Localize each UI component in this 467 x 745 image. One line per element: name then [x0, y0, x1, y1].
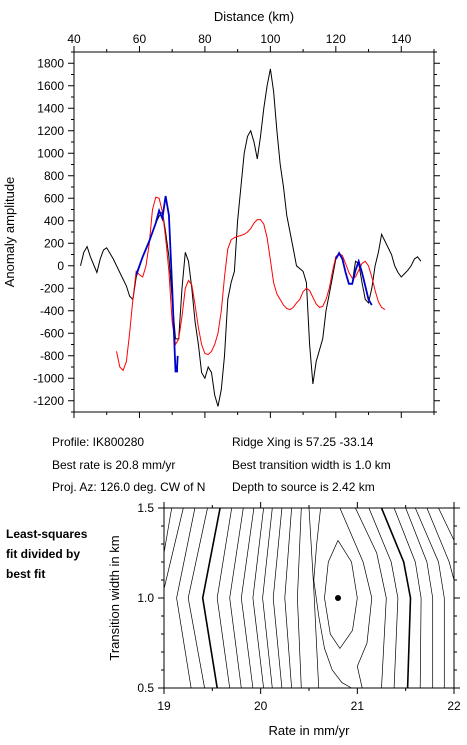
contour-line: [313, 507, 352, 689]
contour-line: [252, 507, 264, 689]
y-tick-label: 800: [44, 169, 64, 183]
contour-line: [229, 507, 244, 689]
y-tick-label: 200: [44, 236, 64, 250]
contour-line: [201, 507, 221, 689]
y-tick-label: 1800: [37, 56, 64, 70]
contour-chart-tick-labels: 19 20 21 22 0.5 1.0 1.5: [137, 501, 461, 713]
contour-x-tick-label: 21: [351, 699, 365, 713]
y-tick-label: -1200: [33, 394, 64, 408]
contour-x-tick-label: 20: [254, 699, 268, 713]
contour-line: [240, 507, 255, 689]
observed-anomaly-line: [80, 68, 422, 407]
y-tick-label: -200: [40, 281, 64, 295]
contour-line: [426, 507, 455, 581]
contour-y-tick-label: 0.5: [137, 681, 154, 695]
contour-x-tick-label: 19: [157, 699, 171, 713]
y-tick-label: 600: [44, 191, 64, 205]
contour-x-tick-label: 22: [447, 699, 461, 713]
top-chart-series: [80, 68, 422, 407]
contour-line: [380, 507, 412, 689]
top-chart-frame: [73, 51, 435, 413]
y-tick-label: 400: [44, 214, 64, 228]
x-tick-label: 140: [391, 32, 411, 46]
y-tick-label: 1600: [37, 79, 64, 93]
contour-line: [368, 507, 399, 689]
contour-lines: [163, 507, 455, 689]
x-axis-label: Distance (km): [214, 9, 294, 24]
fit-window-line-left: [135, 195, 179, 373]
contour-line: [163, 507, 173, 554]
misfit-contour-chart: 19 20 21 22 0.5 1.0 1.5 Rate in mm/yr Transiti…: [107, 501, 461, 738]
y-tick-label: 0: [57, 259, 64, 273]
contour-line: [216, 507, 233, 689]
source-depth-text: Depth to source is 2.42 km: [232, 480, 375, 494]
contour-line: [414, 507, 445, 688]
y-tick-label: 1000: [37, 146, 64, 160]
contour-line: [405, 507, 434, 688]
misfit-note-line-2: fit divided by: [6, 547, 81, 561]
contour-line: [272, 507, 283, 689]
ridge-crossing-text: Ridge Xing is 57.25 -33.14: [232, 435, 374, 449]
x-tick-label: 100: [260, 32, 280, 46]
top-chart-ticks: [68, 46, 440, 418]
contour-line: [438, 507, 455, 541]
misfit-note-line-3: best fit: [6, 567, 46, 581]
contour-line: [187, 507, 208, 689]
x-tick-label: 80: [198, 32, 212, 46]
anomaly-profile-chart: 40 60 80 100 120 140 -1200 -1000 -800 -600 -400 -20…: [2, 9, 440, 418]
contour-line: [393, 507, 422, 689]
transition-width-text: Best transition width is 1.0 km: [232, 458, 391, 472]
contour-line: [176, 507, 196, 689]
y-tick-label: -800: [40, 349, 64, 363]
contour-line: [262, 507, 273, 689]
y-axis-label: Anomaly amplitude: [2, 177, 17, 288]
contour-line: [163, 507, 184, 590]
best-fit-point: [335, 595, 341, 601]
contour-line: [284, 507, 292, 689]
x-tick-label: 40: [67, 32, 81, 46]
x-tick-label: 120: [326, 32, 346, 46]
fit-window-line-right: [335, 251, 373, 306]
y-tick-label: -600: [40, 326, 64, 340]
misfit-note-line-1: Least-squares: [6, 527, 88, 541]
top-chart-tick-labels: 40 60 80 100 120 140 -1200 -1000 -800 -600 -400 -20…: [33, 32, 411, 408]
contour-y-tick-label: 1.0: [137, 591, 154, 605]
contour-line: [297, 507, 302, 689]
y-tick-label: -1000: [33, 371, 64, 385]
best-rate-text: Best rate is 20.8 mm/yr: [52, 458, 176, 472]
misfit-note: Least-squares fit divided by best fit: [6, 524, 87, 584]
model-anomaly-line: [116, 196, 386, 372]
projection-azimuth-text: Proj. Az: 126.0 deg. CW of N: [52, 480, 206, 494]
contour-y-tick-label: 1.5: [137, 501, 154, 515]
y-tick-label: 1200: [37, 124, 64, 138]
y-tick-label: -400: [40, 304, 64, 318]
contour-x-axis-label: Rate in mm/yr: [269, 723, 351, 738]
contour-line: [324, 540, 358, 650]
contour-line: [355, 507, 387, 689]
x-tick-label: 60: [133, 32, 147, 46]
contour-line: [339, 507, 373, 689]
profile-text: Profile: IK800280: [52, 435, 145, 449]
contour-y-axis-label: Transition width in km: [107, 535, 122, 660]
contour-chart-ticks: [158, 502, 460, 694]
contour-line: [308, 507, 320, 689]
y-tick-label: 1400: [37, 101, 64, 115]
